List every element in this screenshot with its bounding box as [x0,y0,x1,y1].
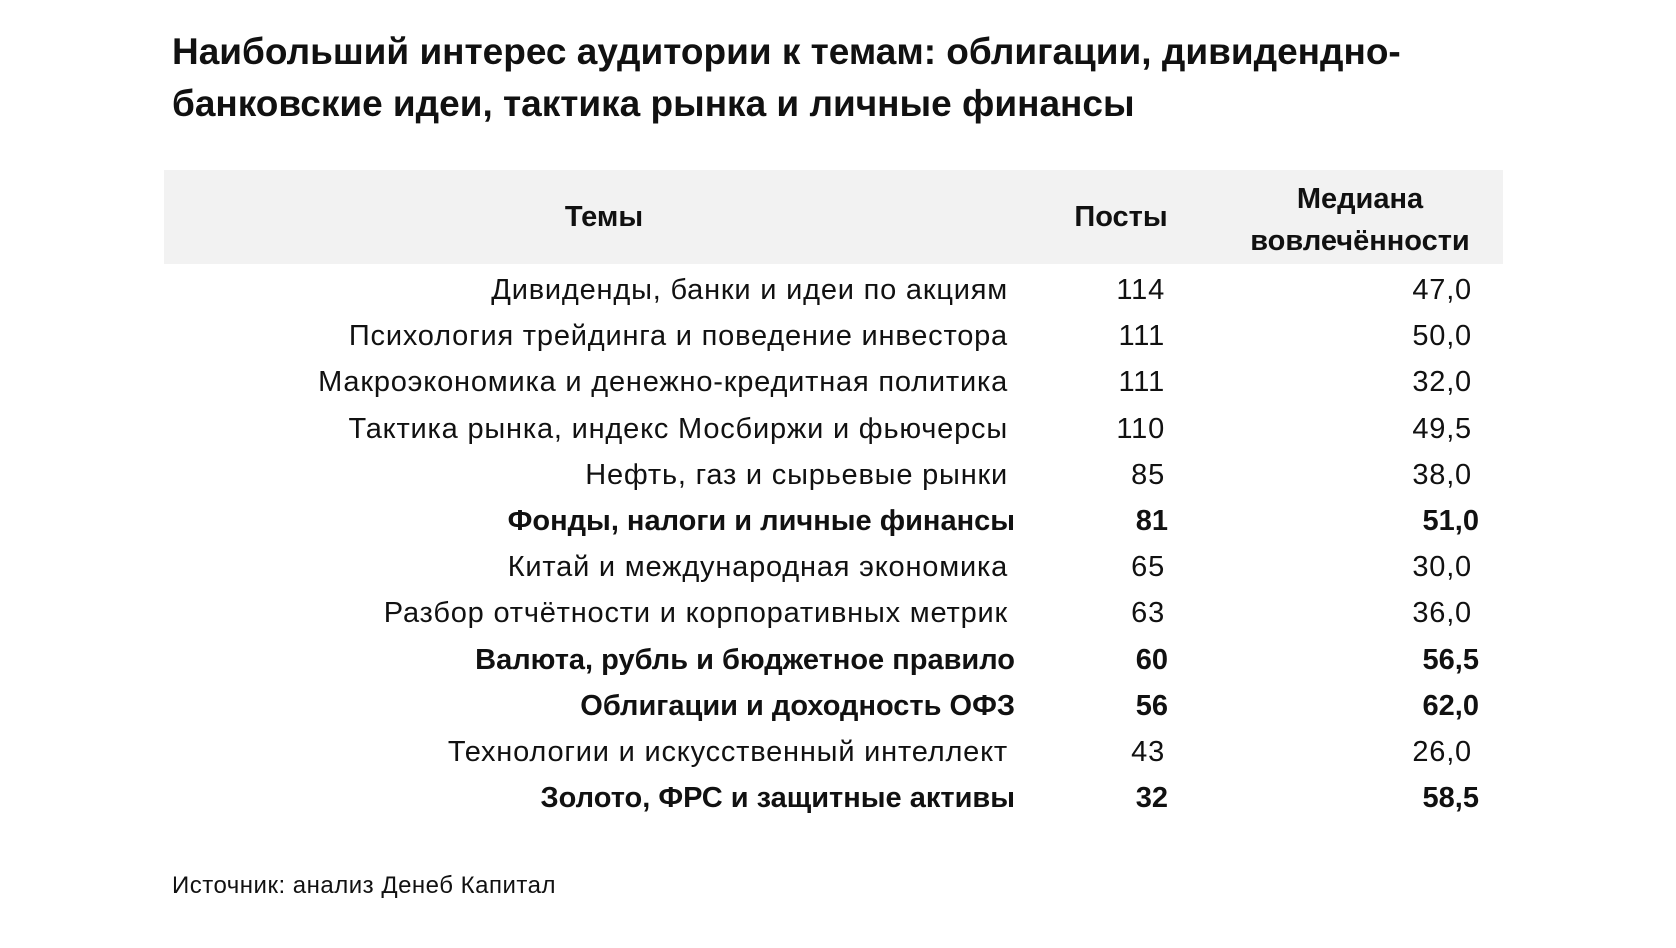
posts-cell: 43 [1131,736,1165,768]
posts-cell: 32 [1135,782,1168,815]
posts-cell: 60 [1135,643,1168,676]
topic-cell: Разбор отчётности и корпоративных метрик [383,597,1008,630]
topic-cell: Макроэкономика и денежно-кредитная полит… [318,366,1008,399]
posts-cell: 111 [1118,320,1165,353]
posts-cell: 63 [1131,597,1165,630]
topic-cell: Золото, ФРС и защитные активы [540,782,1016,815]
posts-cell: 111 [1118,366,1165,399]
topic-cell: Технологии и искусственный интеллект [447,736,1008,768]
topic-cell: Облигации и доходность ОФЗ [580,689,1015,722]
topic-cell: Нефть, газ и сырьевые рынки [585,458,1008,491]
median-cell: 32,0 [1412,366,1472,399]
posts-cell: 56 [1135,689,1168,722]
median-cell: 36,0 [1412,597,1472,630]
median-cell: 62,0 [1422,689,1479,722]
header-cell: Медиана вовлечённости [1250,183,1470,257]
median-cell: 50,0 [1412,320,1472,353]
posts-cell: 81 [1135,505,1168,537]
median-cell: 38,0 [1412,458,1472,491]
topic-cell: Дивиденды, банки и идеи по акциям [491,274,1008,306]
median-cell: 49,5 [1412,412,1472,445]
header-cell: Посты [1074,201,1168,233]
median-cell: 58,5 [1422,782,1479,815]
topic-cell: Валюта, рубль и бюджетное правило [475,643,1015,676]
median-cell: 26,0 [1412,736,1472,768]
topic-cell: Психология трейдинга и поведение инвесто… [348,320,1008,353]
posts-cell: 65 [1131,551,1165,584]
topic-cell: Китай и международная экономика [507,551,1008,584]
median-cell: 51,0 [1422,505,1479,537]
header-band [164,170,1503,264]
median-cell: 56,5 [1422,643,1479,676]
topic-cell: Тактика рынка, индекс Мосбиржи и фьючерс… [348,412,1008,445]
median-cell: 30,0 [1412,551,1472,584]
source: Источник: анализ Денеб Капитал [172,872,556,899]
posts-cell: 114 [1116,274,1165,306]
title: Наибольший интерес аудитории к темам: об… [172,31,1401,124]
topic-cell: Фонды, налоги и личные финансы [507,505,1015,537]
median-cell: 47,0 [1412,274,1472,306]
posts-cell: 85 [1131,458,1165,491]
posts-cell: 110 [1116,412,1165,445]
header-cell: Темы [564,201,644,233]
